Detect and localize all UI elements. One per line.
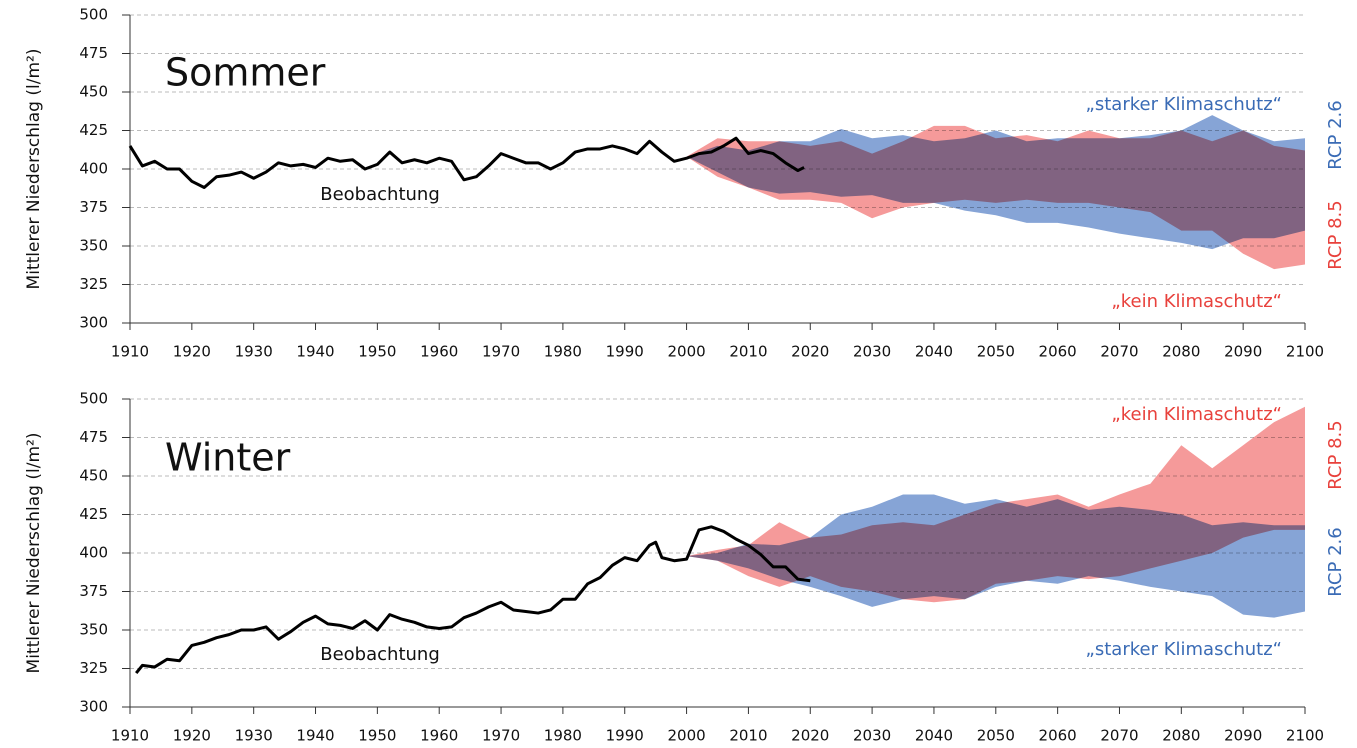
series-label: RCP 2.6 [1325,527,1346,596]
x-tick-label: 2060 [1039,343,1077,361]
y-tick-label: 375 [79,198,108,216]
x-tick-label: 2080 [1162,727,1200,745]
y-tick-label: 350 [79,237,108,255]
annotation: „starker Klimaschutz“ [1086,94,1282,115]
observation-line [128,136,805,189]
x-tick-label: 1930 [235,343,273,361]
x-tick-label: 2040 [915,343,953,361]
series-label: RCP 8.5 [1325,420,1346,489]
y-axis-label: Mittlerer Niederschlag (l/m²) [24,433,44,674]
x-tick-label: 1920 [173,343,211,361]
y-tick-label: 500 [79,390,108,408]
x-tick-label: 2010 [729,343,767,361]
x-tick-label: 1970 [482,727,520,745]
range-band [686,125,1305,270]
annotation: „kein Klimaschutz“ [1111,291,1282,312]
x-tick-label: 2030 [853,727,891,745]
series-label: Beobachtung [320,644,440,665]
x-tick-label: 2100 [1286,727,1324,745]
x-tick-label: 2060 [1039,727,1077,745]
x-tick-label: 2040 [915,727,953,745]
x-tick-label: 2070 [1100,727,1138,745]
annotation: „starker Klimaschutz“ [1086,639,1282,660]
x-tick-label: 1980 [544,343,582,361]
y-tick-label: 375 [79,582,108,600]
y-tick-label: 500 [79,6,108,24]
x-tick-label: 2100 [1286,343,1324,361]
series-label: RCP 8.5 [1325,200,1346,269]
series-label: Beobachtung [320,184,440,205]
x-tick-label: 2000 [667,343,705,361]
y-tick-label: 425 [79,121,108,139]
y-tick-label: 400 [79,160,108,178]
x-tick-label: 2070 [1100,343,1138,361]
x-tick-label: 1960 [420,343,458,361]
range-band [686,406,1305,603]
x-tick-label: 1940 [296,343,334,361]
x-tick-label: 1930 [235,727,273,745]
y-tick-label: 325 [79,659,108,677]
x-tick-label: 2000 [667,727,705,745]
y-tick-label: 450 [79,83,108,101]
x-tick-label: 2030 [853,343,891,361]
x-tick-label: 2050 [977,343,1015,361]
x-tick-label: 1950 [358,727,396,745]
x-tick-label: 1950 [358,343,396,361]
series-label: RCP 2.6 [1325,100,1346,169]
x-tick-label: 1960 [420,727,458,745]
y-tick-label: 300 [79,314,108,332]
y-tick-label: 350 [79,621,108,639]
panel-title: Sommer [165,51,326,95]
y-tick-label: 325 [79,275,108,293]
x-tick-label: 1990 [606,727,644,745]
x-tick-label: 2020 [791,727,829,745]
y-tick-label: 475 [79,428,108,446]
x-tick-label: 1910 [111,343,149,361]
y-tick-label: 300 [79,698,108,716]
x-tick-label: 2010 [729,727,767,745]
y-tick-label: 475 [79,44,108,62]
x-tick-label: 1920 [173,727,211,745]
observation-line [135,525,811,675]
x-tick-label: 1980 [544,727,582,745]
x-tick-label: 2080 [1162,343,1200,361]
y-axis-label: Mittlerer Niederschlag (l/m²) [24,49,44,290]
x-tick-label: 1970 [482,343,520,361]
y-tick-label: 400 [79,544,108,562]
x-tick-label: 2090 [1224,343,1262,361]
x-tick-label: 2090 [1224,727,1262,745]
x-tick-label: 2020 [791,343,829,361]
y-tick-label: 425 [79,505,108,523]
annotation: „kein Klimaschutz“ [1111,404,1282,425]
x-tick-label: 1940 [296,727,334,745]
panel-title: Winter [165,436,291,480]
x-tick-label: 2050 [977,727,1015,745]
x-tick-label: 1990 [606,343,644,361]
x-tick-label: 1910 [111,727,149,745]
y-tick-label: 450 [79,467,108,485]
